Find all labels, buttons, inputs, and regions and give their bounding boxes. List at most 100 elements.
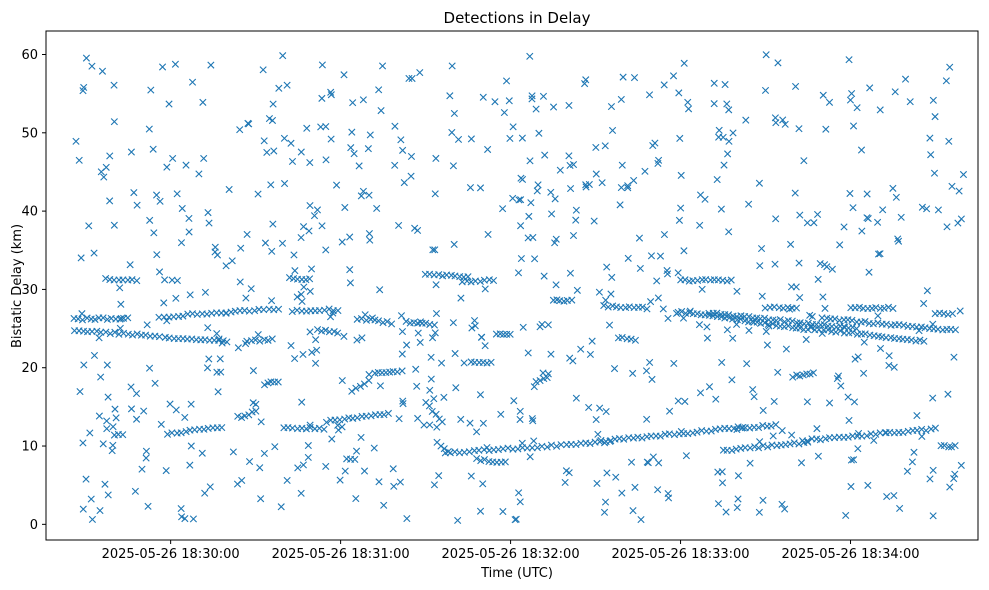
y-tick-label: 40 bbox=[21, 205, 38, 220]
detection-point bbox=[484, 145, 492, 154]
detection-point bbox=[573, 286, 581, 294]
detection-point bbox=[649, 141, 657, 150]
detection-point bbox=[828, 265, 836, 273]
detection-point bbox=[721, 80, 729, 89]
detection-point bbox=[762, 327, 770, 336]
detection-point bbox=[600, 301, 608, 310]
detection-point bbox=[300, 283, 308, 291]
detection-point bbox=[130, 189, 138, 197]
detection-point bbox=[873, 218, 882, 226]
detection-point bbox=[517, 222, 525, 230]
detection-point bbox=[340, 71, 348, 79]
detection-point bbox=[378, 62, 387, 70]
detection-point bbox=[400, 179, 408, 187]
detection-point bbox=[728, 446, 736, 454]
detection-point bbox=[101, 480, 109, 488]
detection-point bbox=[402, 317, 410, 325]
detection-point bbox=[435, 472, 443, 480]
detection-point bbox=[438, 418, 446, 426]
detection-point bbox=[479, 480, 487, 488]
detection-point bbox=[908, 458, 916, 466]
detection-point bbox=[268, 247, 276, 255]
detection-point bbox=[341, 467, 349, 475]
detection-point bbox=[102, 163, 110, 171]
detection-point bbox=[547, 350, 555, 358]
detection-point bbox=[78, 316, 87, 324]
detection-point bbox=[487, 358, 495, 366]
detection-point bbox=[547, 188, 555, 196]
detection-point bbox=[836, 241, 844, 249]
detection-point bbox=[889, 304, 897, 313]
detection-point bbox=[182, 161, 190, 169]
detection-point bbox=[163, 317, 171, 325]
detection-point bbox=[577, 345, 585, 353]
detection-point bbox=[800, 157, 808, 165]
detection-point bbox=[754, 423, 763, 432]
detection-point bbox=[642, 367, 651, 375]
detection-point bbox=[450, 109, 458, 118]
detection-point bbox=[214, 388, 222, 396]
detection-point bbox=[533, 444, 542, 452]
detection-point bbox=[929, 320, 937, 328]
detection-point bbox=[365, 191, 373, 199]
detection-point bbox=[845, 56, 853, 64]
detection-point bbox=[503, 330, 511, 338]
detection-point bbox=[745, 200, 753, 208]
detection-point bbox=[526, 157, 534, 165]
detection-point bbox=[677, 204, 685, 212]
detection-point bbox=[172, 294, 180, 302]
detection-point bbox=[892, 193, 900, 201]
detection-point bbox=[380, 411, 388, 419]
detection-point bbox=[432, 410, 440, 418]
detection-point bbox=[293, 293, 301, 301]
detection-point bbox=[656, 252, 665, 260]
detection-point bbox=[674, 397, 682, 405]
detection-point bbox=[425, 402, 434, 410]
detection-point bbox=[280, 134, 288, 142]
detection-point bbox=[572, 216, 580, 224]
detection-point bbox=[884, 303, 893, 311]
detection-point bbox=[448, 62, 456, 70]
detection-point bbox=[312, 336, 320, 344]
detection-point bbox=[588, 337, 596, 345]
detection-point bbox=[457, 294, 465, 302]
detection-point bbox=[144, 502, 152, 510]
detection-point bbox=[851, 355, 859, 363]
detection-point bbox=[913, 412, 921, 420]
detection-point bbox=[715, 126, 723, 134]
detection-point bbox=[397, 312, 406, 320]
detection-point bbox=[854, 353, 862, 361]
detection-point bbox=[472, 428, 481, 436]
detection-point bbox=[268, 116, 277, 125]
detection-point bbox=[207, 61, 215, 69]
detection-point bbox=[466, 184, 475, 192]
detection-point bbox=[263, 148, 271, 157]
detection-point bbox=[506, 330, 514, 338]
detection-point bbox=[761, 86, 770, 95]
detection-point bbox=[313, 206, 322, 214]
detection-point bbox=[88, 515, 97, 524]
detection-point bbox=[864, 214, 872, 223]
detection-point bbox=[242, 294, 250, 302]
detection-point bbox=[841, 323, 849, 332]
detection-point bbox=[519, 323, 527, 331]
detection-point bbox=[106, 152, 114, 160]
detection-point bbox=[676, 134, 684, 142]
detection-point bbox=[872, 430, 880, 438]
detection-point bbox=[104, 393, 112, 401]
detection-point bbox=[440, 445, 448, 453]
detection-point bbox=[684, 105, 693, 113]
detection-point bbox=[367, 412, 375, 420]
detection-point bbox=[506, 134, 514, 143]
detection-point bbox=[426, 386, 434, 394]
detection-point bbox=[288, 307, 296, 316]
detection-point bbox=[476, 277, 484, 286]
detection-point bbox=[547, 441, 555, 449]
detection-point bbox=[257, 418, 265, 426]
detection-point bbox=[334, 306, 342, 315]
detection-point bbox=[636, 264, 644, 273]
detection-point bbox=[518, 439, 526, 447]
detection-point bbox=[297, 233, 305, 242]
detection-point bbox=[848, 89, 856, 98]
detection-point bbox=[771, 260, 779, 268]
